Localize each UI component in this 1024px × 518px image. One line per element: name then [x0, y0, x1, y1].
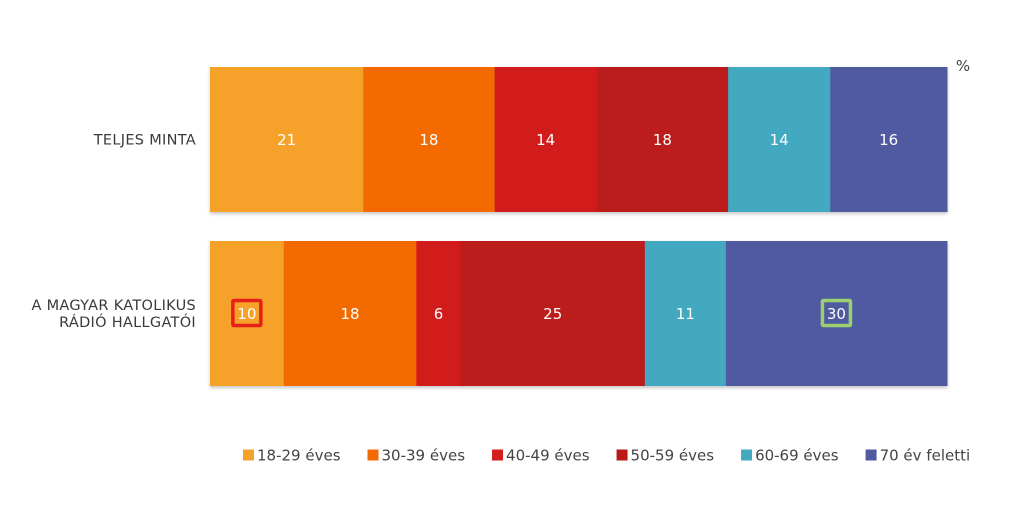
data-label: 11	[676, 305, 695, 323]
legend-label: 30-39 éves	[382, 447, 466, 465]
legend-swatch	[865, 449, 877, 461]
legend-item: 18-29 éves	[243, 447, 341, 465]
bar-segment	[210, 241, 285, 386]
unit-label: %	[956, 57, 970, 75]
data-label: 25	[543, 305, 562, 323]
legend-label: 18-29 éves	[257, 447, 341, 465]
bar-segment	[416, 241, 462, 386]
data-label: 30	[827, 305, 846, 323]
legend-swatch	[616, 449, 628, 461]
legend-item: 50-59 éves	[616, 447, 715, 465]
legend-item: 60-69 éves	[741, 447, 839, 465]
data-label: 14	[536, 131, 555, 149]
bar-segment	[830, 67, 948, 212]
bar-segment	[283, 241, 417, 386]
data-label: 14	[770, 131, 789, 149]
data-label: 18	[419, 131, 438, 149]
legend-label: 40-49 éves	[506, 447, 590, 465]
bars-group: 21 18 14 18 14 16 10 18 6 25 11 30	[210, 67, 948, 386]
bar-segment	[494, 67, 598, 212]
legend-label: 60-69 éves	[755, 447, 839, 465]
bar-segment	[363, 67, 496, 212]
bar-segment	[725, 241, 948, 386]
bar-segment	[460, 241, 646, 386]
highlight-box	[820, 298, 853, 328]
legend-swatch	[243, 449, 254, 461]
legend-label: 50-59 éves	[631, 447, 715, 465]
data-label: 16	[879, 131, 898, 149]
legend-label: 70 év feletti	[880, 447, 971, 465]
category-label: RÁDIÓ HALLGATÓI	[59, 313, 196, 331]
data-label: 18	[653, 131, 672, 149]
bar-row	[210, 67, 948, 212]
bar-segment	[728, 67, 831, 212]
data-label: 18	[340, 305, 359, 323]
legend-item: 40-49 éves	[492, 447, 590, 465]
legend: 18-29 éves 30-39 éves 40-49 éves 50-59 éves…	[243, 447, 970, 465]
bar-segment	[210, 67, 364, 212]
data-label: 6	[434, 305, 444, 323]
legend-swatch	[367, 449, 379, 461]
bar-segment	[644, 241, 727, 386]
bar-segment	[596, 67, 729, 212]
data-label: 21	[277, 131, 296, 149]
legend-swatch	[741, 449, 753, 461]
category-label: TELJES MINTA	[93, 133, 196, 149]
legend-swatch	[492, 449, 504, 461]
legend-item: 30-39 éves	[367, 447, 466, 465]
category-label: A MAGYAR KATOLIKUS	[31, 298, 196, 314]
bar-row	[210, 241, 948, 386]
highlight-box	[231, 298, 263, 328]
data-label: 10	[237, 305, 256, 323]
legend-item: 70 év feletti	[865, 447, 971, 465]
